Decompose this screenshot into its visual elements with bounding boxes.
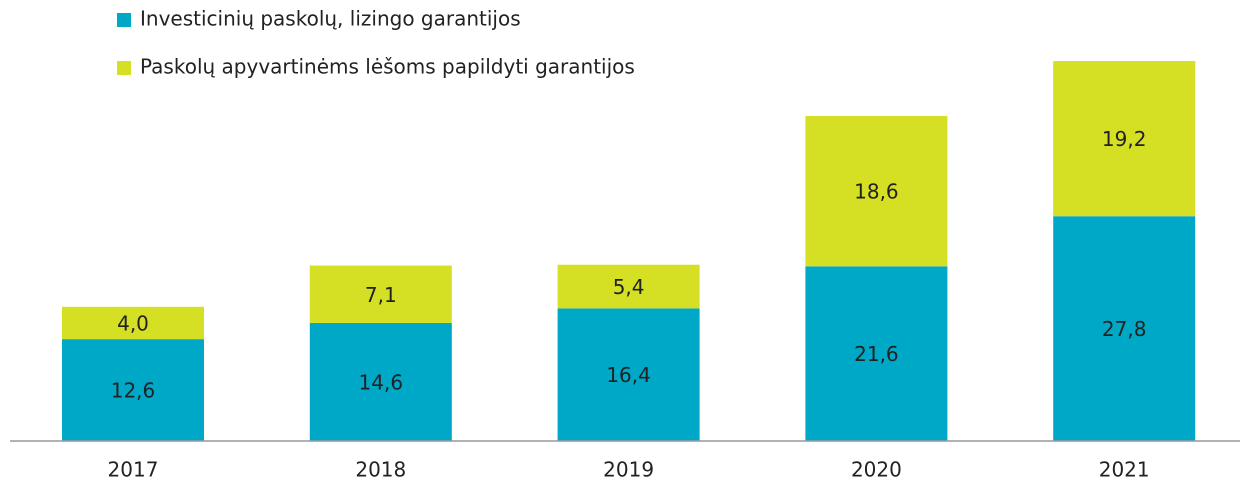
x-tick-label: 2021 — [1099, 458, 1150, 482]
bar-segment — [805, 115, 948, 267]
data-label: 27,8 — [1102, 317, 1147, 341]
x-tick-label: 2020 — [851, 458, 902, 482]
legend-swatch — [117, 13, 131, 27]
data-label: 4,0 — [117, 311, 149, 335]
bar-segment — [309, 265, 452, 323]
data-label: 18,6 — [854, 180, 899, 204]
bar-segment — [62, 339, 204, 441]
data-label: 14,6 — [359, 370, 404, 394]
x-tick-label: 2018 — [355, 458, 406, 482]
data-label: 12,6 — [111, 379, 156, 403]
bar-segment — [1053, 61, 1196, 217]
bar-segment — [805, 266, 948, 441]
bar-segment — [557, 264, 700, 309]
data-label: 19,2 — [1102, 127, 1147, 151]
x-tick-label: 2019 — [603, 458, 654, 482]
bar-segment — [309, 322, 452, 441]
legend-swatch — [117, 61, 131, 75]
data-label: 21,6 — [854, 342, 899, 366]
bar-segment — [62, 306, 204, 340]
legend-label: Investicinių paskolų, lizingo garantijos — [140, 7, 521, 31]
data-label: 16,4 — [606, 363, 651, 387]
x-tick-label: 2017 — [108, 458, 159, 482]
data-label: 5,4 — [613, 275, 645, 299]
bar-segment — [1053, 216, 1196, 441]
bar-segment — [557, 308, 700, 441]
legend-label: Paskolų apyvartinėms lėšoms papildyti ga… — [140, 55, 635, 79]
data-label: 7,1 — [365, 283, 397, 307]
